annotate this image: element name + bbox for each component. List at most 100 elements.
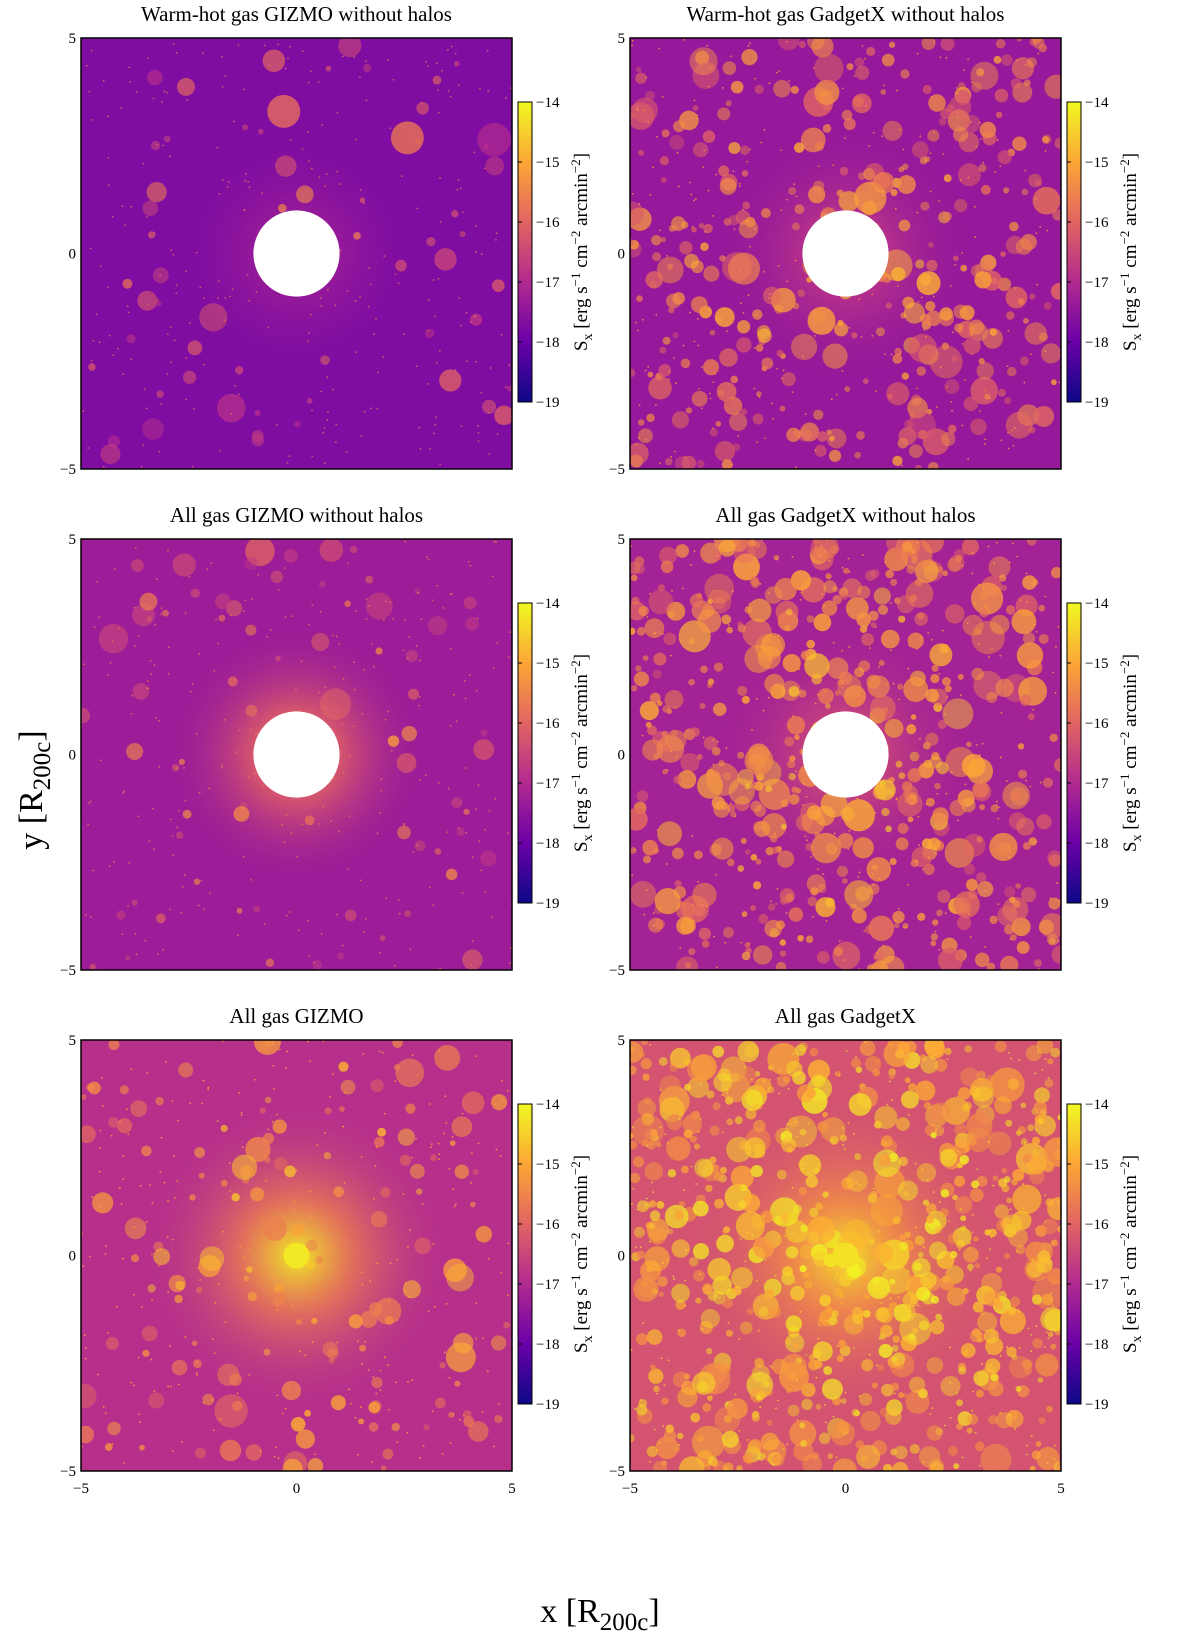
clump [776,1051,782,1057]
clump [1027,325,1035,332]
speckle [877,964,880,967]
speckle [195,1371,198,1374]
speckle [961,424,964,427]
speckle [241,1146,244,1149]
speckle [369,1280,372,1283]
speckle [1024,64,1027,66]
speckle [354,1416,357,1419]
speckle [769,1078,771,1081]
clump [777,1075,789,1088]
speckle [945,792,948,795]
clump [630,442,649,465]
speckle [446,831,449,833]
clump [1036,814,1052,830]
clump [941,342,950,350]
speckle [644,369,647,372]
speckle [677,1329,680,1332]
speckle [167,549,169,552]
clump [742,201,751,210]
clump [1032,1149,1039,1156]
speckle [175,767,178,770]
speckle [1000,711,1003,714]
speckle [817,1337,820,1340]
speckle [160,403,162,405]
speckle [957,92,959,95]
clump [752,309,763,320]
clump [937,719,947,729]
speckle [122,373,125,375]
clump [741,911,748,917]
speckle [754,227,756,230]
clump [800,1224,808,1233]
speckle [309,313,312,316]
clump [692,1243,710,1260]
clump [648,1222,656,1230]
speckle [816,868,819,871]
clump [954,199,968,213]
colorbar-label-part: S [1120,1342,1141,1353]
speckle [118,627,120,630]
speckle [195,733,198,735]
panel-3: All gas GIZMO without halos−505−14−15−16… [60,503,596,979]
clump [855,1440,865,1449]
clump [654,888,681,915]
clump [638,428,653,444]
clump [132,683,150,700]
speckle [753,347,756,349]
clump [1016,642,1044,669]
speckle [360,434,363,437]
clump [472,1168,479,1175]
speckle [507,1242,510,1245]
speckle [1030,1333,1033,1336]
clump [930,673,940,684]
clump [781,372,796,387]
speckle [853,911,856,913]
speckle [133,606,136,609]
speckle [431,599,434,602]
colorbar-label-part: S [571,340,592,351]
clump [660,236,667,243]
clump [1015,1244,1026,1255]
speckle [428,1103,431,1105]
clump [1024,322,1048,345]
clump [638,1051,646,1059]
speckle [285,813,288,816]
speckle [907,1113,910,1116]
clump [459,231,466,238]
clump [807,38,825,50]
speckle [890,602,892,605]
speckle [175,284,178,287]
colorbar-label-part: x [581,1335,596,1342]
clump [852,837,874,859]
speckle [1006,780,1008,782]
colorbar-label-part: −2 [568,732,583,746]
speckle [1035,1325,1038,1328]
clump [870,1190,878,1199]
clump [939,307,953,321]
speckle [348,1388,350,1391]
clump [104,1443,113,1451]
clump [822,1191,829,1198]
clump [1033,1101,1047,1115]
clump [956,1162,963,1169]
colorbar-gradient [517,101,533,403]
clump [744,606,753,614]
speckle [999,1412,1002,1415]
clump [793,1342,799,1349]
clump [284,1165,296,1178]
speckle [202,1079,205,1082]
clump [879,1154,891,1166]
speckle [949,1346,952,1349]
clump [859,1040,876,1057]
panel-6: All gas GadgetX−505−5 0 5−14−15−16−17−18−1… [609,1004,1145,1497]
speckle [999,1354,1002,1357]
clump [927,837,941,851]
speckle [98,616,101,619]
colorbar-tick-label: −15 [536,656,559,672]
colorbar-label-part: −1 [568,272,583,286]
speckle [499,1155,502,1157]
clump [751,1103,759,1112]
speckle [930,638,933,641]
speckle [487,90,490,93]
clump [672,224,679,231]
